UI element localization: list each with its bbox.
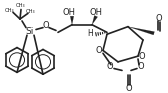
Text: O: O bbox=[138, 62, 144, 71]
Text: OH: OH bbox=[90, 8, 102, 17]
Text: CH₃: CH₃ bbox=[5, 8, 15, 13]
Text: CH₃: CH₃ bbox=[26, 9, 36, 14]
Text: O: O bbox=[126, 84, 132, 93]
Text: OH: OH bbox=[62, 8, 75, 17]
Text: O: O bbox=[43, 21, 49, 30]
Text: CH₃: CH₃ bbox=[16, 3, 26, 8]
Polygon shape bbox=[128, 27, 154, 35]
Text: Si: Si bbox=[26, 27, 34, 36]
Polygon shape bbox=[70, 16, 74, 25]
Text: O: O bbox=[96, 46, 102, 55]
Text: O: O bbox=[139, 52, 145, 61]
Polygon shape bbox=[92, 15, 98, 25]
Text: H: H bbox=[87, 29, 93, 38]
Text: O: O bbox=[156, 14, 162, 23]
Text: O: O bbox=[107, 62, 113, 71]
